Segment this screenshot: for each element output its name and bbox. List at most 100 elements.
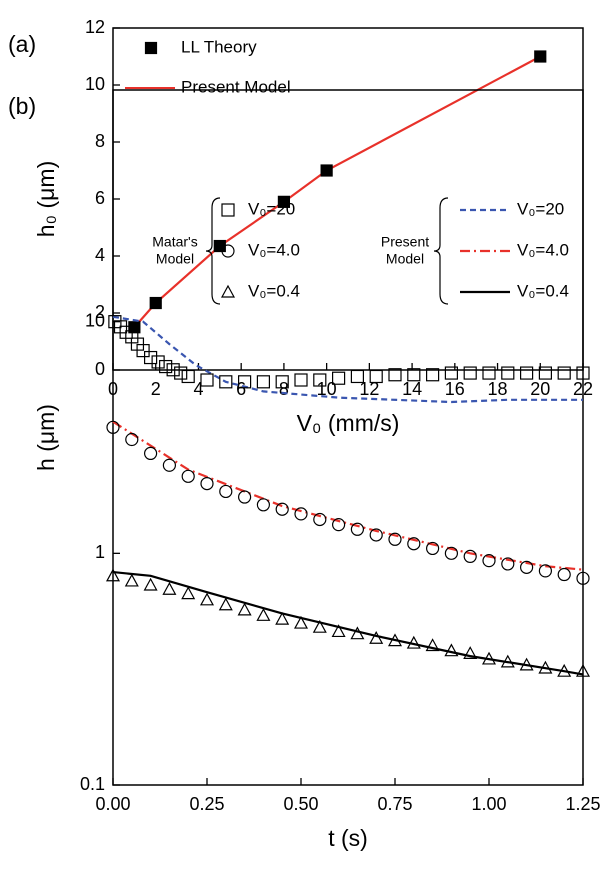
marker [320, 164, 333, 177]
marker [576, 571, 590, 585]
marker [557, 366, 571, 380]
marker [313, 373, 327, 387]
marker [294, 373, 308, 387]
marker [151, 355, 165, 369]
marker [313, 512, 327, 527]
marker [181, 469, 195, 483]
marker [144, 446, 158, 461]
marker [125, 432, 139, 447]
x-tick-label: 14 [402, 379, 422, 399]
x-tick-label: 10 [317, 379, 337, 399]
legend-group-label: Model [156, 251, 194, 267]
marker [481, 651, 497, 665]
marker [369, 630, 384, 644]
x-tick-label: 6 [236, 379, 246, 399]
y-tick-label: 1 [95, 542, 105, 562]
y-tick-label: 0.1 [80, 774, 105, 794]
marker [312, 619, 327, 633]
marker [557, 663, 572, 677]
marker [219, 375, 233, 389]
marker [406, 635, 421, 649]
y-tick-label: 6 [95, 188, 105, 208]
marker [575, 663, 591, 677]
marker [275, 375, 289, 389]
marker [275, 611, 290, 625]
marker [166, 363, 180, 377]
marker [501, 557, 515, 571]
marker [444, 546, 458, 560]
marker [538, 660, 553, 674]
panel-label: (b) [8, 93, 36, 119]
marker [174, 366, 188, 380]
marker [519, 366, 534, 380]
x-tick-label: 20 [530, 379, 550, 399]
series-line [112, 570, 584, 676]
series-line [112, 315, 583, 404]
legend-group-label: Model [386, 251, 424, 267]
marker [557, 567, 571, 582]
marker [463, 549, 477, 563]
legend-marker [221, 244, 235, 258]
legend-marker [221, 203, 235, 217]
marker [294, 507, 308, 521]
x-tick-label: 1.00 [471, 794, 506, 814]
marker [538, 564, 553, 578]
marker [144, 350, 158, 365]
legend-brace [433, 197, 449, 305]
x-tick-label: 0.25 [189, 794, 224, 814]
marker [105, 568, 121, 582]
legend-group-label: Matar's [152, 234, 197, 250]
marker [256, 498, 270, 512]
y-tick-label: 0 [95, 359, 105, 379]
y-axis-title: h₀ (μm) [33, 161, 59, 237]
marker [238, 490, 252, 504]
marker [444, 366, 458, 380]
marker [407, 537, 421, 551]
marker [238, 375, 252, 389]
marker [332, 518, 346, 532]
legend-label: Present Model [181, 77, 291, 96]
marker [387, 633, 403, 647]
marker [576, 366, 590, 380]
marker [256, 375, 270, 389]
x-tick-label: 2 [151, 379, 161, 399]
marker [136, 344, 150, 358]
x-tick-label: 1.25 [565, 794, 600, 814]
marker [162, 458, 176, 472]
marker [143, 577, 158, 591]
x-tick-label: 4 [193, 379, 203, 399]
legend-label: V₀=20 [517, 199, 564, 218]
marker [388, 532, 402, 546]
marker [500, 654, 515, 668]
marker [219, 484, 233, 499]
y-tick-label: 10 [85, 310, 105, 330]
marker [237, 602, 252, 616]
marker [425, 638, 440, 652]
legend-label: V₀=20 [248, 199, 295, 218]
marker [369, 369, 383, 384]
plot-frame [112, 89, 584, 786]
marker [369, 528, 383, 542]
marker [256, 608, 271, 621]
series-line [112, 420, 584, 571]
legend-label: V₀=0.4 [248, 281, 300, 300]
y-tick-label: 4 [95, 245, 105, 265]
marker [444, 643, 459, 657]
x-tick-label: 16 [445, 379, 465, 399]
legend-label: V₀=4.0 [248, 240, 300, 259]
marker [293, 615, 309, 629]
legend-group-label: Present [381, 234, 429, 250]
series-line [133, 55, 541, 328]
marker [463, 646, 478, 659]
legend-marker [144, 41, 158, 55]
marker [519, 560, 534, 574]
marker [275, 502, 289, 516]
marker [463, 366, 477, 380]
legend-label: V₀=0.4 [517, 281, 569, 300]
marker [482, 366, 496, 380]
x-tick-label: 0.00 [95, 794, 130, 814]
marker [407, 368, 421, 382]
x-axis-title: t (s) [328, 825, 368, 851]
